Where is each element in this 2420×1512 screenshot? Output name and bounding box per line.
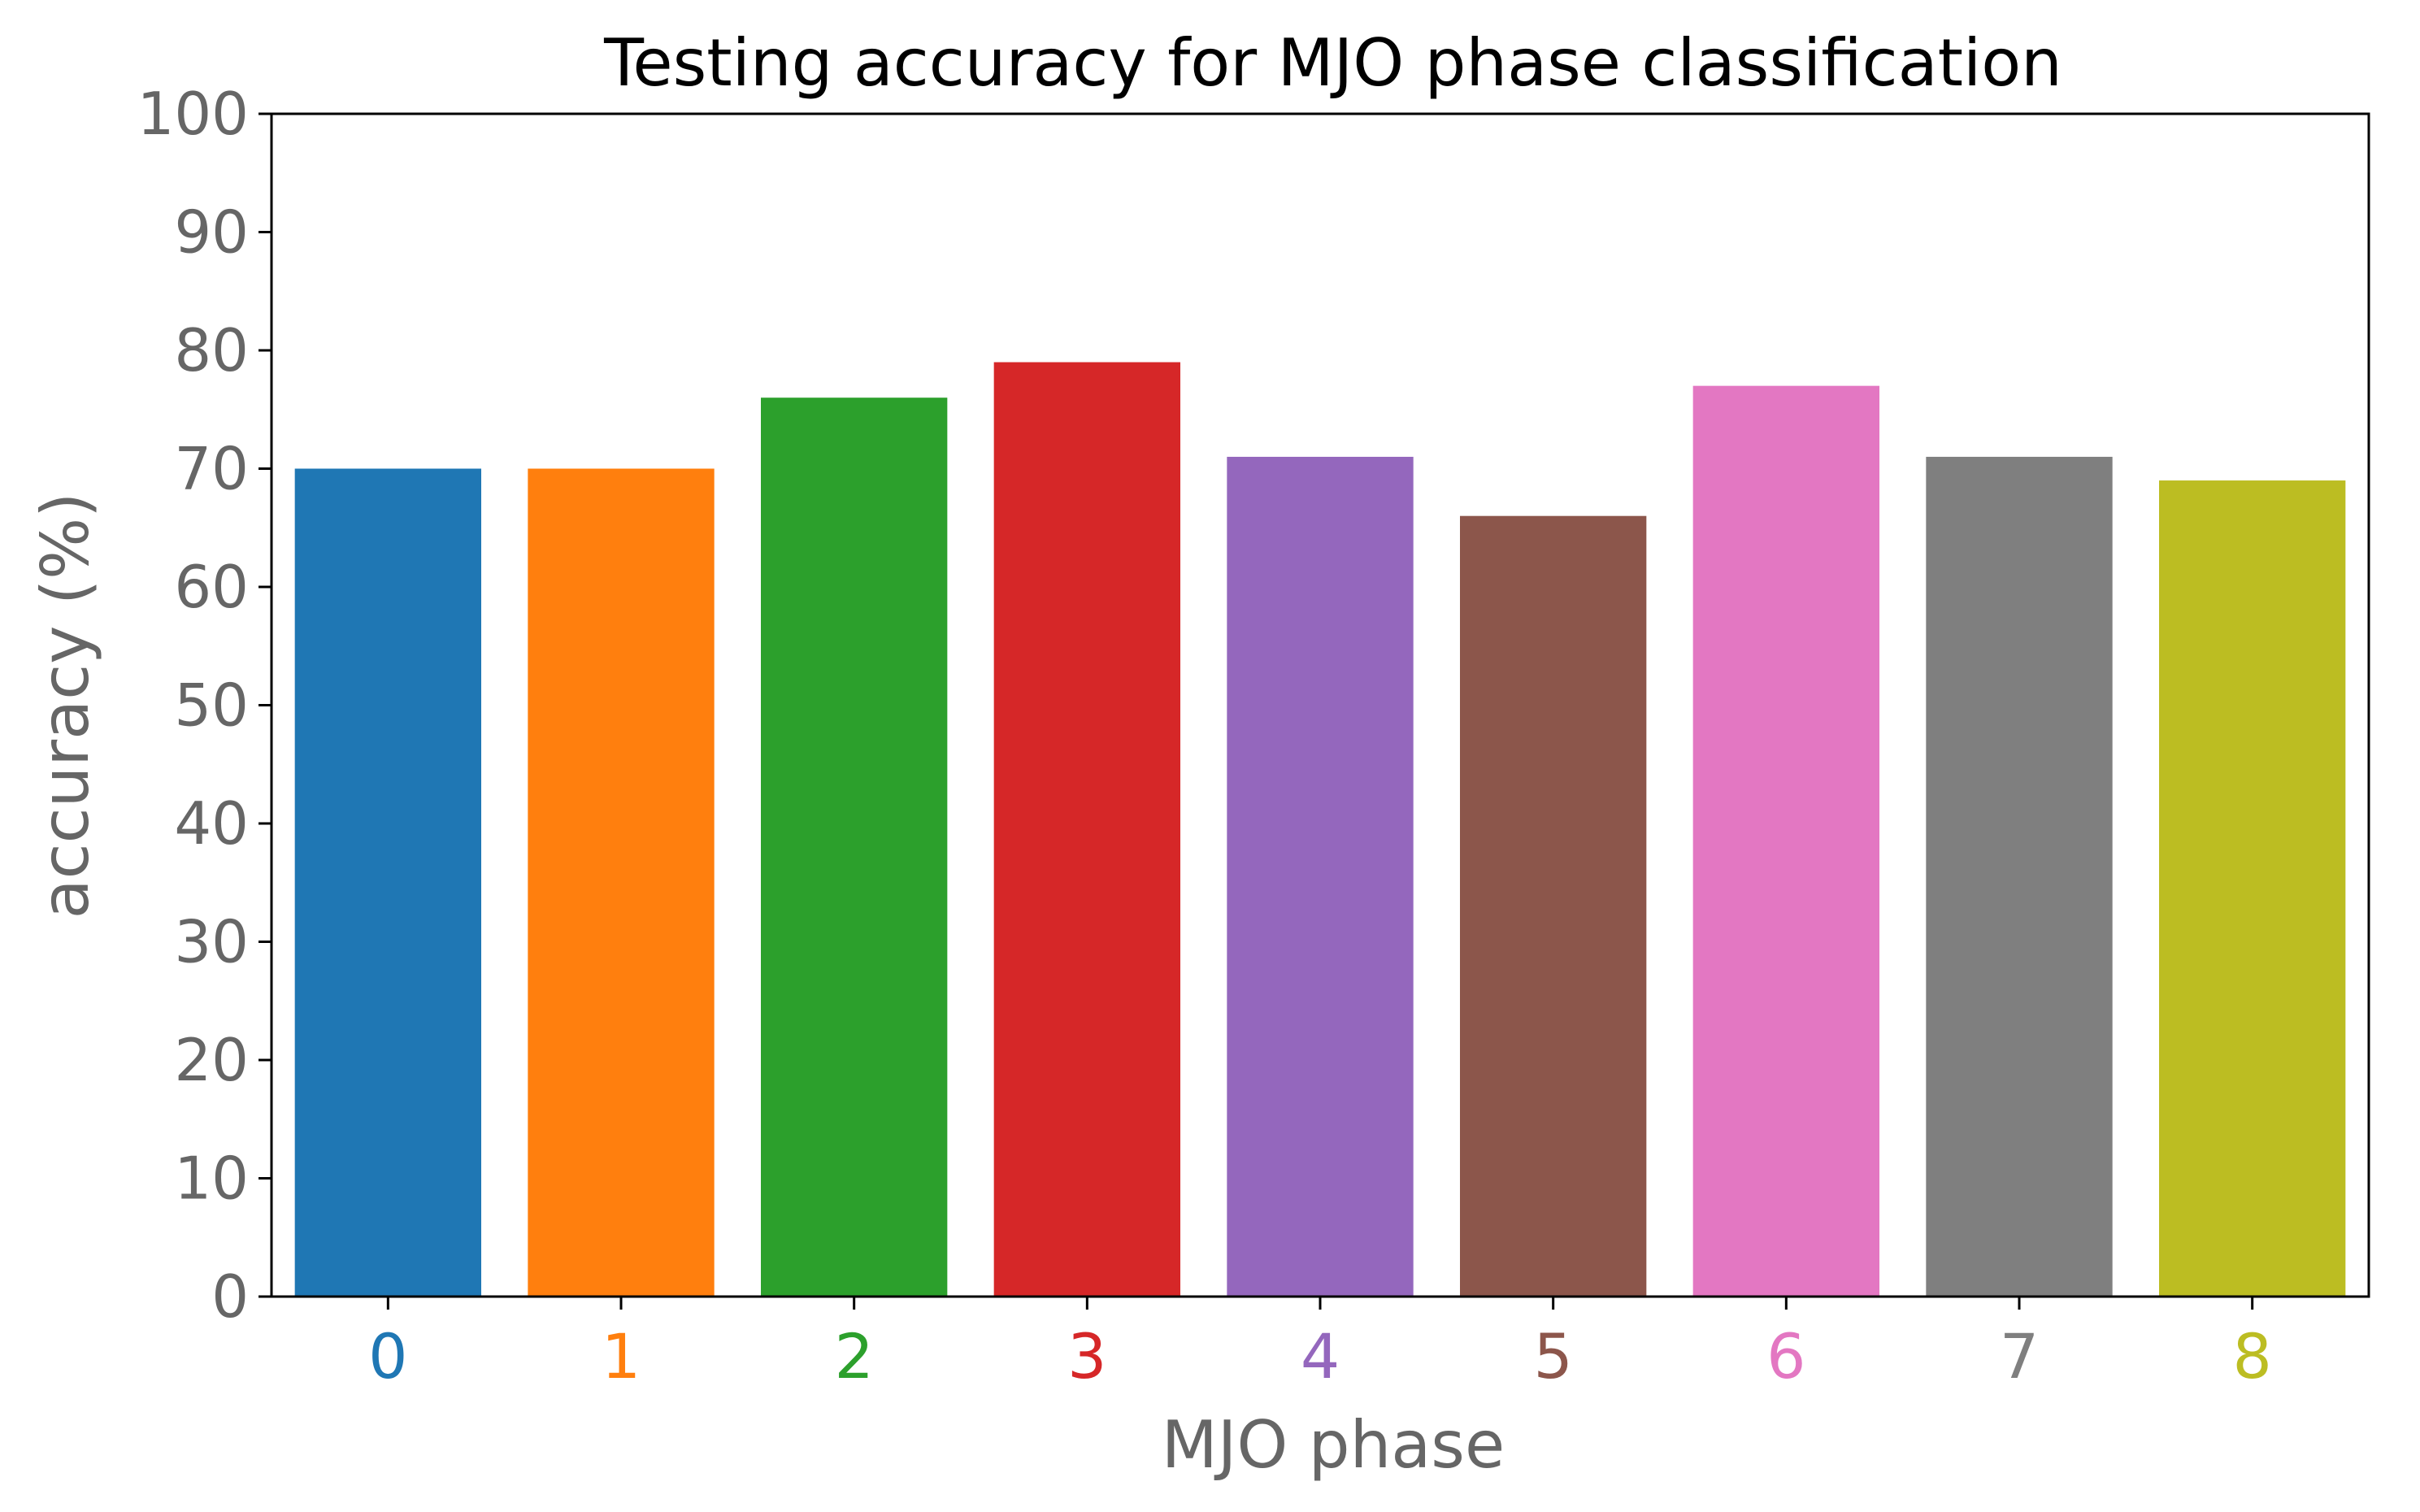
- x-tick-label-6: 6: [1766, 1320, 1805, 1393]
- bar-phase-2: [761, 398, 948, 1297]
- bar-phase-8: [2159, 480, 2346, 1297]
- y-tick-label-70: 70: [174, 435, 249, 503]
- y-tick-label-90: 90: [174, 198, 249, 267]
- y-tick-label-80: 80: [174, 316, 249, 385]
- x-axis-label: MJO phase: [1162, 1407, 1505, 1483]
- bar-phase-4: [1227, 456, 1414, 1297]
- x-tick-label-4: 4: [1301, 1320, 1340, 1393]
- bar-phase-3: [993, 362, 1180, 1297]
- bars-group: [294, 362, 2346, 1297]
- y-axis-label: accuracy (%): [28, 493, 103, 919]
- y-tick-label-50: 50: [174, 671, 249, 740]
- x-tick-label-8: 8: [2232, 1320, 2271, 1393]
- plot-frame: [270, 112, 2370, 1298]
- y-tick-label-30: 30: [174, 908, 249, 976]
- x-axis: 0 1 2 3 4 5 6 7 8: [368, 1297, 2272, 1393]
- y-tick-label-40: 40: [174, 789, 249, 858]
- bar-phase-7: [1926, 456, 2113, 1297]
- y-tick-label-100: 100: [137, 80, 249, 148]
- x-tick-label-3: 3: [1067, 1320, 1106, 1393]
- bar-phase-6: [1692, 385, 1879, 1297]
- x-tick-label-5: 5: [1533, 1320, 1572, 1393]
- bar-phase-1: [528, 468, 715, 1297]
- y-tick-label-60: 60: [174, 553, 249, 621]
- y-tick-label-0: 0: [211, 1262, 249, 1331]
- x-tick-label-2: 2: [834, 1320, 873, 1393]
- x-tick-label-0: 0: [368, 1320, 407, 1393]
- bar-phase-0: [294, 468, 481, 1297]
- x-tick-label-7: 7: [2000, 1320, 2039, 1393]
- y-tick-label-10: 10: [174, 1145, 249, 1213]
- x-tick-label-1: 1: [602, 1320, 641, 1393]
- y-tick-label-20: 20: [174, 1026, 249, 1094]
- y-axis: 0 10 20 30 40 50 60 70 80 90 100: [137, 80, 272, 1331]
- chart-title: Testing accuracy for MJO phase classific…: [603, 25, 2062, 101]
- bar-phase-5: [1460, 515, 1647, 1297]
